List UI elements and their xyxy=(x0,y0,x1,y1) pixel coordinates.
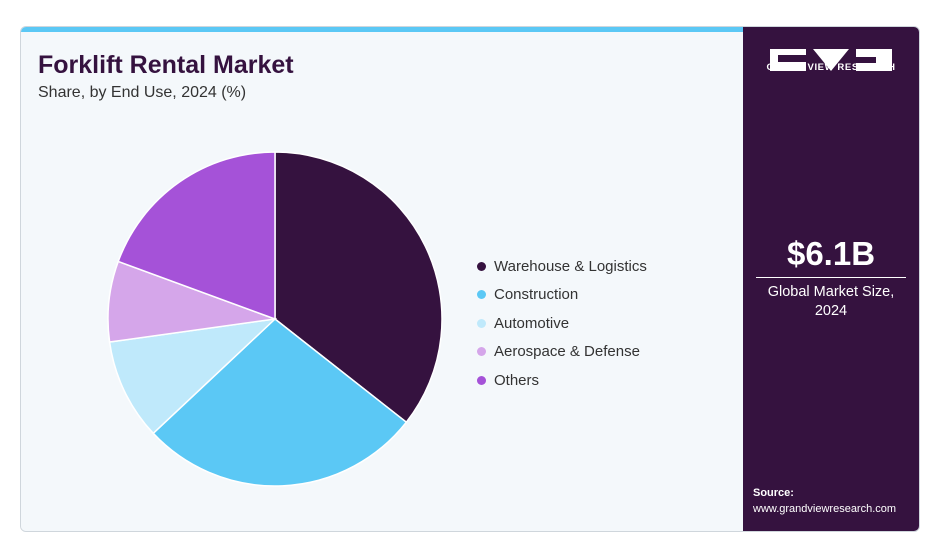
market-size-label: Global Market Size, 2024 xyxy=(743,283,919,321)
chart-panel: Forklift Rental Market Share, by End Use… xyxy=(21,32,743,531)
source-label: Source: xyxy=(753,487,794,499)
legend-swatch xyxy=(477,261,486,271)
legend-item: Others xyxy=(477,366,647,395)
summary-panel: GRAND VIEW RESEARCH $6.1B Global Market … xyxy=(743,27,919,531)
legend-label: Others xyxy=(494,371,540,389)
legend-item: Construction xyxy=(477,281,647,310)
legend-swatch xyxy=(477,290,486,300)
legend-item: Aerospace & Defense xyxy=(477,338,647,367)
source-link[interactable]: www.grandviewresearch.com xyxy=(753,503,897,515)
accent-bar xyxy=(21,27,743,32)
pie-slice-others xyxy=(117,151,276,321)
brand-name: GRAND VIEW RESEARCH xyxy=(766,62,896,73)
legend-swatch xyxy=(477,347,486,357)
pie-slice-construction xyxy=(152,318,408,487)
pie-slice-warehouse-logistics xyxy=(274,151,443,424)
legend-swatch xyxy=(477,318,486,328)
chart-card: Forklift Rental Market Share, by End Use… xyxy=(20,26,920,532)
chart-subtitle: Share, by End Use, 2024 (%) xyxy=(38,84,247,101)
gvr-logo-icon xyxy=(770,49,892,71)
pie-slice-automotive xyxy=(108,317,278,435)
market-size-label-line1: Global Market Size, xyxy=(767,284,895,300)
divider xyxy=(756,277,906,278)
chart-title: Forklift Rental Market xyxy=(38,51,294,79)
chart-legend: Warehouse & Logistics Construction Automot… xyxy=(477,252,647,395)
market-size-value: $6.1B xyxy=(786,235,876,272)
legend-label: Warehouse & Logistics xyxy=(494,257,647,275)
legend-item: Automotive xyxy=(477,309,647,338)
legend-label: Construction xyxy=(494,286,579,304)
pie-chart xyxy=(107,151,443,487)
legend-swatch xyxy=(477,375,486,385)
legend-label: Aerospace & Defense xyxy=(494,343,640,361)
market-size-label-line2: 2024 xyxy=(814,303,848,319)
legend-label: Automotive xyxy=(494,314,570,332)
legend-item: Warehouse & Logistics xyxy=(477,252,647,281)
